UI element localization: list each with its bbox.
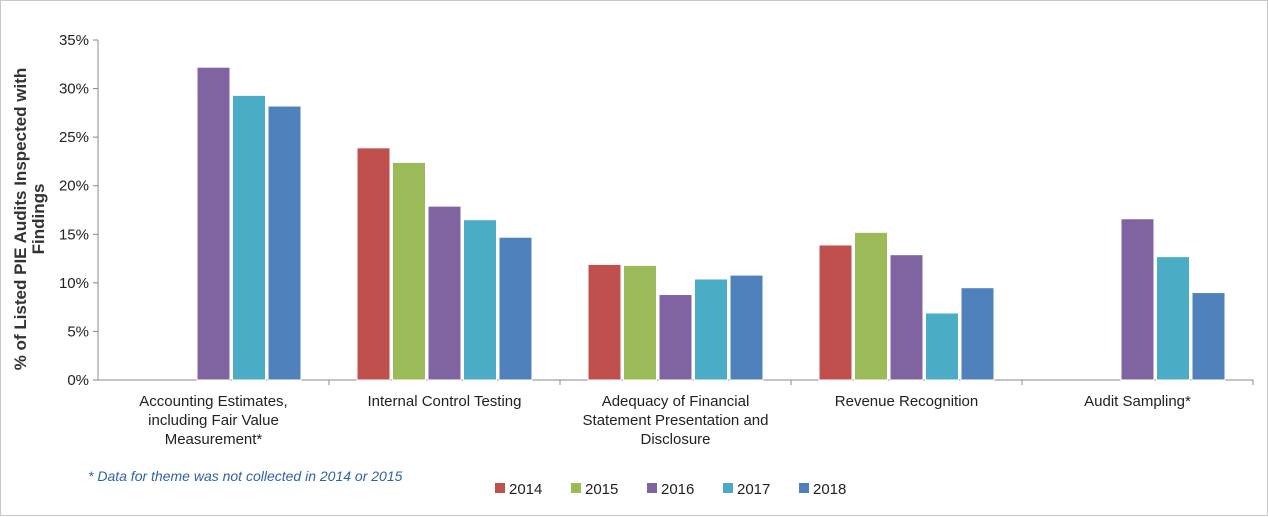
x-tick-label: Audit Sampling* — [1084, 393, 1191, 410]
x-tick-label: Revenue Recognition — [835, 393, 978, 410]
y-tick-label: 20% — [59, 178, 89, 195]
y-tick-label: 35% — [59, 32, 89, 49]
bar-2016 — [427, 205, 462, 381]
bar-2016 — [196, 66, 231, 381]
bar-2014 — [356, 147, 391, 381]
bar-2014 — [587, 263, 622, 381]
y-tick-label: 10% — [59, 275, 89, 292]
y-tick-label: 15% — [59, 226, 89, 243]
x-tick-label: Accounting Estimates, — [139, 393, 287, 410]
bar-2018 — [960, 287, 995, 381]
x-tick-label: Adequacy of Financial — [602, 393, 750, 410]
x-tick-label: Statement Presentation and — [583, 412, 769, 429]
bar-2017 — [925, 312, 959, 381]
legend-label-2018: 2018 — [813, 481, 846, 498]
bar-2017 — [232, 94, 266, 381]
legend-label-2015: 2015 — [585, 481, 618, 498]
y-axis-label: % of Listed PIE Audits Inspected with — [11, 68, 30, 371]
legend-swatch-2017 — [723, 483, 733, 493]
y-tick-label: 5% — [67, 323, 89, 340]
bar-2015 — [392, 161, 426, 381]
x-tick-label: including Fair Value — [148, 412, 279, 429]
bar-2016 — [889, 254, 924, 381]
bar-2017 — [1156, 256, 1190, 381]
bar-2018 — [498, 236, 533, 381]
legend-swatch-2016 — [647, 483, 657, 493]
legend-label-2014: 2014 — [509, 481, 542, 498]
legend-swatch-2018 — [799, 483, 809, 493]
bar-2017 — [694, 278, 728, 381]
x-tick-label: Disclosure — [640, 431, 710, 448]
bar-2018 — [729, 274, 764, 381]
bar-2018 — [1191, 292, 1226, 381]
bar-2015 — [623, 264, 657, 381]
bar-2014 — [818, 244, 853, 381]
y-tick-label: 0% — [67, 372, 89, 389]
legend-swatch-2015 — [571, 483, 581, 493]
bar-2016 — [1120, 218, 1155, 381]
x-tick-label: Internal Control Testing — [368, 393, 522, 410]
footnote: * Data for theme was not collected in 20… — [88, 468, 403, 484]
y-tick-label: 25% — [59, 129, 89, 146]
y-tick-label: 30% — [59, 81, 89, 98]
legend-swatch-2014 — [495, 483, 505, 493]
bar-2016 — [658, 294, 693, 381]
x-tick-label: Measurement* — [165, 431, 263, 448]
y-axis-label: Findings — [29, 184, 48, 255]
bar-2015 — [854, 231, 888, 381]
bar-2017 — [463, 219, 497, 381]
bar-2018 — [267, 105, 302, 381]
legend-label-2017: 2017 — [737, 481, 770, 498]
legend-label-2016: 2016 — [661, 481, 694, 498]
